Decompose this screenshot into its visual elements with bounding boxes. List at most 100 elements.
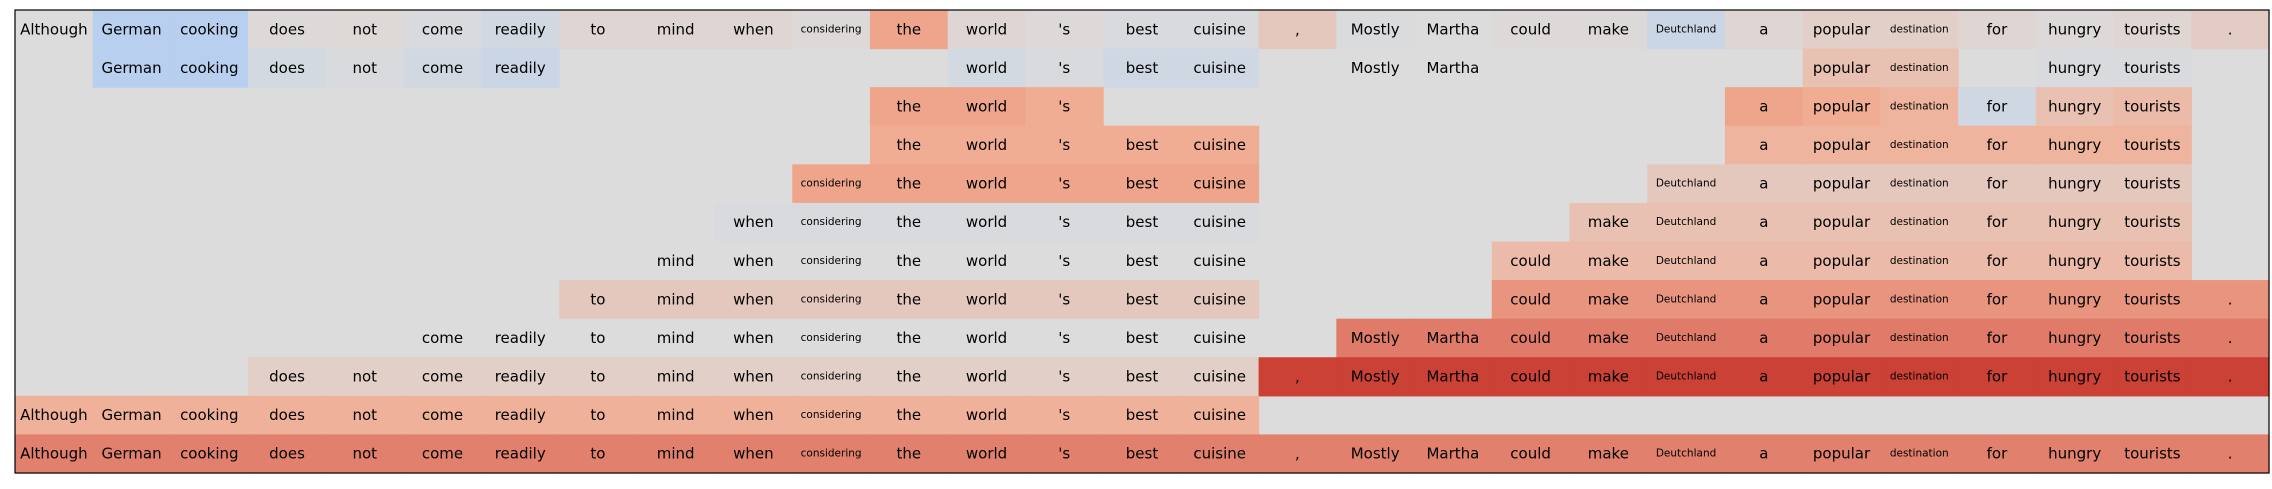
token-label: world (966, 213, 1007, 231)
token-label: 's (1058, 445, 1070, 463)
token-label: Deutchland (1656, 178, 1716, 190)
heatmap-cell (1958, 357, 2037, 397)
heatmap-cell (1180, 10, 1260, 50)
heatmap-cell (792, 357, 871, 397)
token-label: best (1126, 406, 1159, 424)
heatmap-cell (1414, 10, 1493, 50)
token-label: mind (657, 368, 695, 386)
token-label: world (966, 252, 1007, 270)
heatmap-cell (792, 202, 871, 243)
token-label: popular (1813, 136, 1871, 154)
heatmap-cell (1491, 241, 1571, 281)
token-label: come (422, 406, 463, 424)
token-label: best (1126, 445, 1159, 463)
heatmap-cell (1103, 241, 1182, 281)
token-label: cooking (180, 445, 238, 463)
heatmap-cell (1569, 10, 1648, 50)
token-label: a (1759, 290, 1768, 308)
token-label: world (966, 406, 1007, 424)
heatmap-cell (792, 280, 871, 320)
heatmap-cell (1414, 48, 1493, 88)
token-label: Although (20, 406, 88, 424)
heatmap-cell (248, 10, 327, 50)
heatmap-cell (325, 357, 405, 397)
token-label: the (897, 406, 922, 424)
heatmap-cell (714, 241, 793, 281)
heatmap-cell (947, 241, 1027, 281)
token-label: best (1126, 368, 1159, 386)
token-label: best (1126, 213, 1159, 231)
heatmap-cell (1103, 318, 1182, 358)
heatmap-cell (2035, 357, 2115, 397)
token-label: a (1759, 329, 1768, 347)
heatmap-cell (2113, 202, 2192, 243)
heatmap-cell (1258, 10, 1337, 50)
heatmap-cell (1724, 357, 1804, 397)
heatmap-cell (1336, 434, 1415, 474)
heatmap-cell (325, 48, 405, 88)
token-label: to (590, 406, 605, 424)
heatmap-cell (1647, 434, 1726, 474)
token-label: best (1126, 59, 1159, 77)
token-label: hungry (2048, 252, 2101, 270)
token-label: make (1588, 368, 1629, 386)
heatmap-cell (636, 395, 716, 436)
heatmap-cell (15, 434, 94, 474)
token-label: come (422, 368, 463, 386)
token-label: German (102, 406, 162, 424)
token-label: Although (20, 20, 88, 38)
heatmap-cell (2113, 434, 2192, 474)
heatmap-cell (1880, 10, 1959, 50)
heatmap-cell (559, 318, 638, 358)
heatmap-cell (1180, 241, 1260, 281)
token-label: Deutchland (1656, 371, 1716, 383)
token-label: destination (1890, 23, 1949, 35)
token-label: for (1987, 136, 2008, 154)
heatmap-cell (792, 395, 871, 436)
heatmap-cell (1958, 164, 2037, 204)
heatmap-cell (1180, 434, 1260, 474)
token-label: Deutchland (1656, 23, 1716, 35)
heatmap-cell (1802, 87, 1881, 127)
heatmap-cell (1647, 241, 1726, 281)
heatmap-cell (2113, 357, 2192, 397)
token-label: considering (801, 371, 862, 383)
heatmap-cell (1414, 318, 1493, 358)
heatmap-cell (636, 434, 716, 474)
token-label: a (1759, 213, 1768, 231)
token-label: for (1987, 252, 2008, 270)
token-label: world (966, 59, 1007, 77)
heatmap-cell (1724, 87, 1804, 127)
token-label: world (966, 20, 1007, 38)
token-label: destination (1890, 178, 1949, 190)
token-label: considering (801, 332, 862, 344)
token-label: tourists (2124, 368, 2181, 386)
token-label: 's (1058, 406, 1070, 424)
heatmap-cell (1802, 357, 1881, 397)
heatmap-cell (403, 48, 482, 88)
heatmap-cell (92, 10, 172, 50)
token-label: the (897, 329, 922, 347)
heatmap-cell (1103, 48, 1182, 88)
heatmap-cell (1258, 434, 1337, 474)
token-label: cuisine (1193, 252, 1246, 270)
heatmap-cell (1880, 357, 1959, 397)
token-label: mind (657, 406, 695, 424)
token-label: hungry (2048, 213, 2101, 231)
token-label: tourists (2124, 97, 2181, 115)
heatmap-cell (92, 434, 172, 474)
token-label: tourists (2124, 252, 2181, 270)
token-label: come (422, 329, 463, 347)
heatmap-cell (559, 395, 638, 436)
token-label: make (1588, 445, 1629, 463)
token-label: popular (1813, 445, 1871, 463)
token-label: destination (1890, 293, 1949, 305)
token-label: hungry (2048, 368, 2101, 386)
heatmap-cell (1724, 318, 1804, 358)
heatmap-cell (2113, 48, 2192, 88)
heatmap-cell (1647, 318, 1726, 358)
token-label: German (102, 59, 162, 77)
heatmap-cell (1103, 357, 1182, 397)
token-label: tourists (2124, 59, 2181, 77)
